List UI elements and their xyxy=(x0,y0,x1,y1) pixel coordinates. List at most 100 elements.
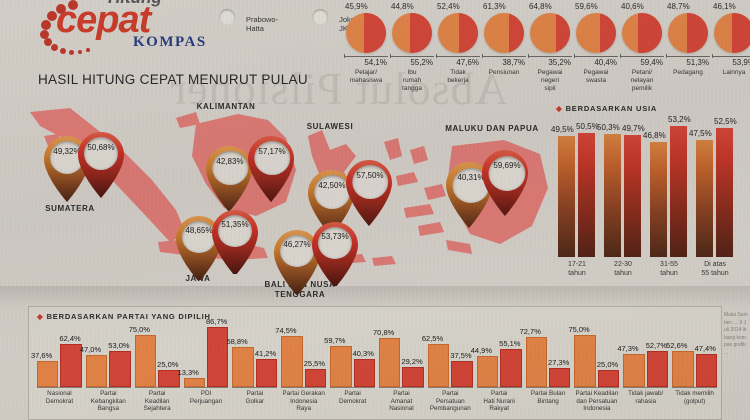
occupation-pie-item: 59,6% 40,4% Pegawai swasta xyxy=(574,2,618,93)
pie-chart xyxy=(346,13,386,53)
party-bar-value: 62,4% xyxy=(59,334,81,344)
party-bar-value: 47,4% xyxy=(694,344,716,354)
bar-fill xyxy=(525,336,548,387)
baseline xyxy=(427,387,473,388)
age-bar-group: 49,5% 50,5% 17-21 tahun xyxy=(551,122,599,279)
map-pin-jokowi: 50,68% xyxy=(78,132,124,198)
pie-value-rule: 53,9% xyxy=(712,54,750,68)
map-pin-value: 42,83% xyxy=(216,156,244,166)
map-pin-value: 57,50% xyxy=(356,170,384,180)
party-bars: 37,6% 62,4% xyxy=(31,325,82,387)
baseline xyxy=(672,387,718,388)
bar-fill xyxy=(574,335,596,387)
candidate-legend: Prabowo- HattaJokowi- JK xyxy=(213,4,365,44)
bar-fill xyxy=(402,366,424,387)
logo-kompas-text: KOMPAS xyxy=(133,34,207,50)
age-bar-value: 46,8% xyxy=(643,131,666,141)
map-pin-value: 51,35% xyxy=(221,220,249,230)
party-bars: 58,8% 41,2% xyxy=(226,325,278,387)
map-island-label: KALIMANTAN xyxy=(196,102,256,111)
pie-prabowo-value: 44,8% xyxy=(391,2,414,11)
bar-fill xyxy=(646,350,669,387)
pie-jokowi-value: 55,2% xyxy=(410,58,433,67)
pie-value-rule: 55,2% xyxy=(390,54,434,68)
pie-value-rule: 51,3% xyxy=(666,54,710,68)
map-pin-jokowi: 59,69% xyxy=(482,150,532,220)
map-pin-value: 57,17% xyxy=(258,146,286,156)
bar-fill xyxy=(624,135,641,257)
age-bar-jokowi: 50,5% xyxy=(576,122,599,257)
bar-fill xyxy=(558,135,575,257)
party-bar-prabowo: 37,6% xyxy=(31,325,59,387)
party-bar-value: 40,3% xyxy=(352,349,374,359)
pie-chart xyxy=(576,13,616,53)
baseline xyxy=(476,387,522,388)
party-bar-value: 75,0% xyxy=(568,325,590,335)
map-pin-icon xyxy=(213,4,241,44)
pie-category-label: Petani/ nelayan pemilik xyxy=(630,69,654,93)
bar-fill xyxy=(37,361,59,387)
age-bar-value: 50,3% xyxy=(597,122,620,132)
party-category-label: Partai Persatuan Pembangunan xyxy=(429,390,471,413)
party-bars: 72,7% 27,3% xyxy=(520,325,571,387)
bar-fill xyxy=(604,133,621,257)
pie-jokowi-value: 54,1% xyxy=(364,58,387,67)
party-bar-prabowo: 47,3% xyxy=(617,325,645,387)
party-bar-group: 44,9% 55,1% Partai Hati Nurani Rakyat xyxy=(471,325,522,413)
tick-mark xyxy=(712,54,713,58)
age-category-label: 31-55 tahun xyxy=(660,261,678,277)
map-island-shape xyxy=(396,172,418,186)
age-bar-value: 53,2% xyxy=(668,115,691,125)
party-bar-group: 47,3% 52,7% Tidak jawab/ rahasia xyxy=(617,325,669,413)
tick-mark xyxy=(620,54,621,58)
party-bar-value: 41,2% xyxy=(254,348,277,358)
party-bar-value: 37,5% xyxy=(450,351,472,361)
age-bar-value: 49,7% xyxy=(622,124,645,134)
occupation-pie-item: 44,8% 55,2% Ibu rumah tangga xyxy=(390,2,434,93)
pie-category-label: Pegawai negeri sipil xyxy=(537,69,563,93)
tick-mark xyxy=(344,54,345,58)
party-chart-panel: ◆ BERDASARKAN PARTAI YANG DIPILIH 37,6% 62… xyxy=(28,306,722,420)
bar-fill xyxy=(281,335,303,387)
bar-fill xyxy=(650,142,667,257)
tick-mark xyxy=(482,54,483,58)
party-category-label: Partai Keadilan Sejahtera xyxy=(143,390,171,413)
party-bar-value: 74,5% xyxy=(275,325,297,335)
party-category-label: Partai Kebangkitan Bangsa xyxy=(90,390,126,413)
baseline xyxy=(525,387,571,388)
diamond-bullet-icon: ◆ xyxy=(556,104,563,113)
party-bar-jokowi: 53,0% xyxy=(108,325,131,387)
map-pin-icon xyxy=(306,4,334,44)
legend-item-label: Prabowo- Hatta xyxy=(246,14,279,33)
map-pin-value: 50,68% xyxy=(87,142,115,152)
pie-category-label: Pelajar/ mahasiswa xyxy=(349,69,383,85)
bar-fill xyxy=(60,344,82,387)
map-pin-jokowi: 51,35% xyxy=(212,210,258,274)
party-bar-jokowi: 25,0% xyxy=(157,325,180,387)
pie-prabowo-value: 61,3% xyxy=(483,2,506,11)
map-island-label: SULAWESI xyxy=(306,122,354,131)
bar-fill xyxy=(623,354,645,387)
pie-prabowo-value: 40,6% xyxy=(621,2,644,11)
party-bar-prabowo: 74,5% xyxy=(275,325,303,387)
party-bar-value: 29,2% xyxy=(401,356,423,366)
age-bar-prabowo: 46,8% xyxy=(643,122,667,257)
map-island-shape xyxy=(446,240,472,254)
bar-fill xyxy=(476,356,499,387)
pie-prabowo-value: 59,6% xyxy=(575,2,598,11)
party-bar-value: 52,6% xyxy=(666,340,688,350)
party-bar-jokowi: 47,4% xyxy=(694,325,718,387)
party-bar-value: 62,5% xyxy=(421,333,444,343)
pie-chart xyxy=(668,13,708,53)
party-bar-jokowi: 27,3% xyxy=(548,325,571,387)
party-category-label: Tidak jawab/ rahasia xyxy=(628,390,664,405)
occupation-pie-item: 48,7% 51,3% Pedagang xyxy=(666,2,710,93)
party-bar-prabowo: 72,7% xyxy=(520,325,548,387)
pie-value-rule: 35,2% xyxy=(528,54,572,68)
age-bar-group: 47,5% 52,5% Di atas 55 tahun xyxy=(689,117,737,279)
pie-prabowo-value: 45,9% xyxy=(345,2,368,11)
party-bars: 75,0% 25,0% xyxy=(129,325,180,387)
bar-fill xyxy=(427,343,450,387)
party-category-label: PDI Perjuangan xyxy=(189,390,223,405)
age-chart-panel: ◆ BERDASARKAN USIA 49,5% 50,5% 17-21 tahun 5… xyxy=(551,104,737,290)
